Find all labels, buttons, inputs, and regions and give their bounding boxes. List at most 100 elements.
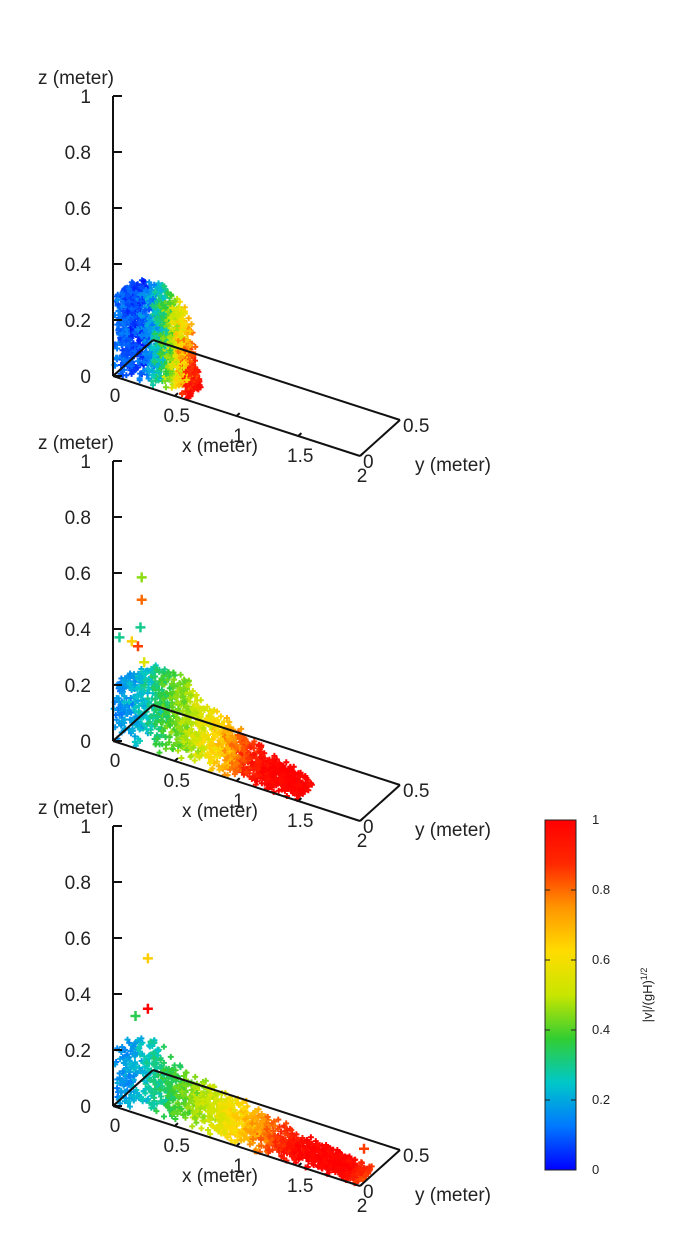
x-tick-mark <box>297 432 303 437</box>
x-axis-back-line <box>152 339 401 421</box>
particle-marker <box>139 333 146 340</box>
y-tick-label: 0.5 <box>403 781 429 802</box>
particle-marker <box>179 391 186 398</box>
particle-marker <box>221 718 228 725</box>
particle-marker <box>202 752 209 759</box>
particle-marker <box>187 391 194 398</box>
particle-marker <box>124 293 131 300</box>
colorbar-title-exponent: 1/2 <box>639 968 649 981</box>
particle-marker <box>161 311 168 318</box>
particle-marker <box>283 759 290 766</box>
particle-marker <box>137 297 144 304</box>
particle-marker <box>152 288 159 295</box>
particle-marker <box>137 312 144 319</box>
particle-marker <box>262 774 269 781</box>
particle-marker <box>281 784 288 791</box>
y-tick-label: 0 <box>363 1182 374 1203</box>
particle-marker <box>191 384 198 391</box>
colorbar-tick-label: 0.8 <box>592 882 610 897</box>
z-tick-label: 1 <box>80 452 91 473</box>
particle-marker <box>131 733 138 740</box>
z-tick-label: 0.8 <box>65 508 91 529</box>
particle-marker <box>143 726 150 733</box>
particle-marker <box>150 373 157 380</box>
x-tick-label: 1.5 <box>287 811 313 832</box>
particle-marker <box>189 1123 196 1130</box>
particle-marker <box>255 759 262 766</box>
particle-marker <box>166 739 173 746</box>
particle-marker <box>231 771 238 778</box>
particle-marker <box>257 754 264 761</box>
splash-particle-marker <box>114 632 125 643</box>
particle-marker <box>153 324 160 331</box>
particle-marker <box>122 312 129 319</box>
x-tick-mark <box>235 777 241 782</box>
particle-marker <box>146 369 153 376</box>
particle-marker <box>155 361 162 368</box>
particle-marker <box>182 704 189 711</box>
particle-marker <box>146 314 153 321</box>
particle-marker <box>132 364 139 371</box>
colorbar-tick-label: 0.2 <box>592 1092 610 1107</box>
colorbar-title-base: |v|/(gH) <box>640 980 655 1022</box>
z-tick-label: 0 <box>80 1097 91 1118</box>
particle-marker <box>179 379 186 386</box>
particle-marker <box>130 320 137 327</box>
splash-particle-marker <box>139 657 150 668</box>
particle-marker <box>157 287 164 294</box>
splash-particle-marker <box>359 1143 369 1154</box>
particle-marker <box>142 670 149 677</box>
particle-marker <box>121 357 128 364</box>
particle-marker <box>144 331 151 338</box>
particle-marker <box>114 354 121 361</box>
particle-marker <box>217 713 224 720</box>
particle-marker <box>143 286 150 293</box>
particle-marker <box>173 375 180 382</box>
particle-marker <box>137 291 144 298</box>
particle-marker <box>186 328 193 335</box>
x-axis-title: x (meter) <box>182 1166 258 1187</box>
particle-marker <box>121 317 128 324</box>
x-tick-label: 2 <box>357 466 368 487</box>
splash-particle-marker <box>135 622 146 633</box>
particle-marker <box>170 310 177 317</box>
particle-marker <box>136 737 143 744</box>
particle-marker <box>177 671 184 678</box>
z-axis-title: z (meter) <box>38 68 114 89</box>
particle-marker <box>118 339 125 346</box>
particle-marker <box>162 734 169 741</box>
x-tick-label: 1.5 <box>287 1176 313 1197</box>
particle-marker <box>133 290 140 297</box>
particle-marker <box>136 337 143 344</box>
particle-marker <box>173 359 180 366</box>
particle-marker <box>140 278 147 285</box>
x-tick-label: 0.5 <box>164 1136 190 1157</box>
particle-marker <box>144 690 151 697</box>
particle-marker <box>115 327 122 334</box>
y-tick-label: 0.5 <box>403 1146 429 1167</box>
particle-marker <box>157 332 164 339</box>
particle-marker <box>157 310 164 317</box>
particle-marker <box>163 368 170 375</box>
x-tick-label: 0.5 <box>164 771 190 792</box>
particle-marker <box>170 338 177 345</box>
particle-marker <box>126 285 133 292</box>
particle-marker <box>150 669 157 676</box>
colorbar-tick-label: 1 <box>592 812 599 827</box>
splash-particle-marker <box>130 1011 141 1021</box>
particle-marker <box>187 367 194 374</box>
particle-marker <box>117 311 124 318</box>
particle-marker <box>126 298 133 305</box>
colorbar-tick-label: 0 <box>592 1162 599 1177</box>
colorbar-scale <box>544 819 577 1171</box>
particle-marker <box>131 348 138 355</box>
particle-marker <box>145 375 152 382</box>
particle-marker <box>164 676 171 683</box>
particle-marker <box>140 358 147 365</box>
particle-marker <box>196 382 203 389</box>
